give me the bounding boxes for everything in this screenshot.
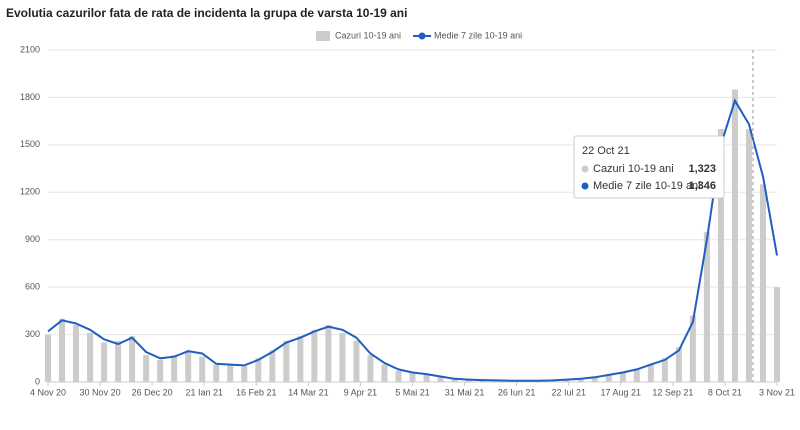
y-tick-label: 1500: [20, 139, 40, 149]
x-tick-label: 16 Feb 21: [236, 387, 277, 397]
x-tick-label: 3 Nov 21: [759, 387, 795, 397]
x-tick-label: 31 Mai 21: [445, 387, 485, 397]
bar: [423, 374, 430, 382]
bar: [325, 325, 332, 382]
bar: [283, 340, 290, 382]
tooltip-date: 22 Oct 21: [582, 145, 630, 157]
bar: [255, 358, 262, 382]
x-tick-label: 30 Nov 20: [80, 387, 121, 397]
y-tick-label: 2100: [20, 44, 40, 54]
chart-title: Evolutia cazurilor fata de rata de incid…: [6, 6, 407, 20]
bar: [241, 366, 248, 382]
bar: [731, 89, 738, 383]
bar: [633, 368, 640, 382]
x-tick-label: 26 Dec 20: [132, 387, 173, 397]
bar: [157, 359, 164, 382]
x-tick-label: 4 Nov 20: [30, 387, 66, 397]
bar: [661, 358, 668, 382]
bar: [45, 334, 51, 382]
bar: [339, 332, 346, 382]
bar: [774, 287, 780, 382]
tooltip-value: 1,346: [688, 180, 716, 192]
bar: [437, 377, 444, 382]
bar: [717, 129, 724, 382]
bar: [381, 364, 388, 382]
legend-label: Cazuri 10-19 ani: [335, 30, 401, 40]
tooltip-marker: [581, 165, 589, 173]
tooltip-value: 1,323: [688, 163, 716, 175]
tooltip: 22 Oct 21 Cazuri 10-19 ani 1,323 Medie 7 zi…: [573, 135, 725, 199]
bar: [577, 378, 584, 382]
bar: [605, 374, 612, 382]
tooltip-series: Cazuri 10-19 ani: [593, 163, 674, 175]
x-tick-label: 26 Iun 21: [498, 387, 536, 397]
bar: [269, 350, 276, 382]
line: [47, 98, 778, 382]
x-tick-label: 21 Ian 21: [185, 387, 223, 397]
y-tick-label: 0: [35, 376, 40, 386]
bar: [227, 363, 234, 382]
bar: [213, 364, 220, 382]
legend-swatch: [418, 32, 426, 40]
bar: [101, 342, 108, 382]
bar: [143, 355, 150, 382]
bar: [171, 355, 178, 382]
x-tick-label: 22 Iul 21: [551, 387, 586, 397]
bar: [465, 379, 472, 382]
bar: [311, 329, 318, 382]
y-tick-label: 1200: [20, 187, 40, 197]
bar: [199, 356, 206, 382]
x-tick-label: 5 Mai 21: [395, 387, 430, 397]
bar: [409, 373, 416, 382]
x-tick-label: 17 Aug 21: [601, 387, 642, 397]
bar: [87, 332, 94, 382]
legend-swatch: [316, 31, 330, 41]
tooltip-box: [573, 135, 725, 199]
bar: [129, 336, 136, 382]
bar: [367, 355, 374, 382]
bar: [675, 347, 682, 382]
bar: [115, 340, 122, 382]
bar: [395, 370, 402, 382]
x-tick-label: 12 Sep 21: [652, 387, 693, 397]
bar: [745, 129, 752, 382]
bar: [647, 363, 654, 382]
x-tick-label: 9 Apr 21: [344, 387, 378, 397]
y-tick-label: 1800: [20, 92, 40, 102]
x-tick-label: 14 Mar 21: [288, 387, 329, 397]
bar: [591, 376, 598, 382]
bar: [619, 372, 626, 382]
bar: [73, 325, 80, 382]
bar: [451, 379, 458, 382]
tooltip-marker: [581, 182, 589, 190]
y-tick-label: 900: [25, 234, 40, 244]
bar: [353, 340, 360, 382]
x-tick-label: 8 Oct 21: [708, 387, 742, 397]
bar: [185, 350, 192, 382]
y-tick-label: 600: [25, 282, 40, 292]
bar: [59, 318, 66, 382]
bar: [297, 336, 304, 382]
bar: [689, 315, 696, 382]
bar: [479, 380, 486, 382]
bar: [563, 379, 570, 382]
bar: [759, 184, 766, 382]
tooltip-series: Medie 7 zile 10-19 ani: [593, 180, 701, 192]
legend-label: Medie 7 zile 10-19 ani: [434, 30, 522, 40]
bar: [703, 231, 710, 382]
y-tick-label: 300: [25, 329, 40, 339]
